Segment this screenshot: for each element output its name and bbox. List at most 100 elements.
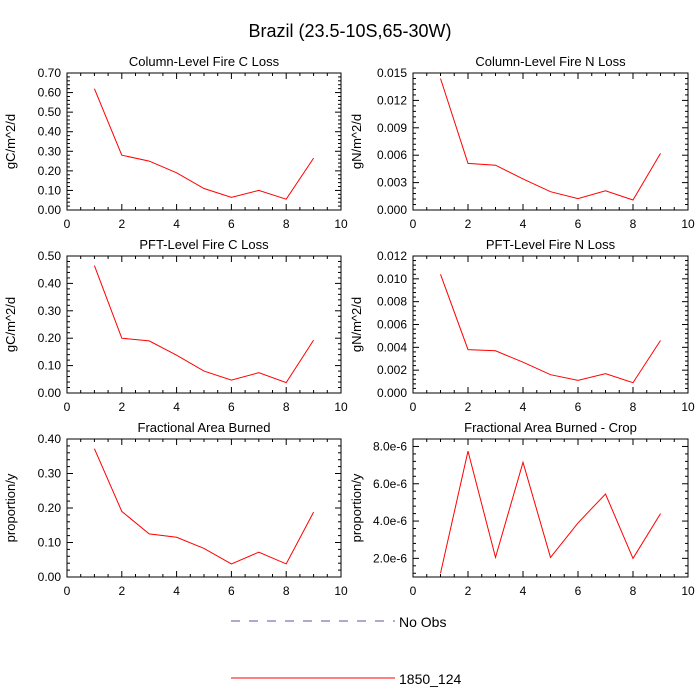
y-tick-label: 0.10 bbox=[38, 183, 62, 197]
panel-title: Column-Level Fire C Loss bbox=[129, 54, 280, 69]
x-tick-label: 6 bbox=[575, 584, 582, 598]
chart-panel-2: Column-Level Fire N Loss gN/m^2/d 0 2 4 6 8 10 0… bbox=[349, 54, 695, 231]
y-tick-label: 0.30 bbox=[38, 144, 62, 158]
y-tick-label: 0.20 bbox=[38, 501, 62, 515]
series-line-1850-124 bbox=[93, 448, 315, 565]
x-tick-label: 10 bbox=[334, 400, 348, 414]
x-tick-label: 2 bbox=[118, 584, 125, 598]
x-tick-label: 10 bbox=[681, 584, 695, 598]
y-axis-label: gC/m^2/d bbox=[3, 297, 18, 352]
y-tick-label: 0.015 bbox=[377, 66, 407, 80]
plot-frame bbox=[66, 72, 342, 211]
legend: No Obs 1850_124 bbox=[231, 614, 462, 687]
x-tick-label: 2 bbox=[118, 400, 125, 414]
legend-label-no-obs: No Obs bbox=[399, 614, 446, 630]
x-tick-label: 4 bbox=[520, 400, 527, 414]
chart-panels: Column-Level Fire C Loss gC/m^2/d 0 2 4 6 8 10 0… bbox=[3, 54, 695, 598]
y-axis-label: proportion/y bbox=[349, 473, 364, 542]
x-tick-label: 4 bbox=[173, 584, 180, 598]
y-tick-label: 6.0e-6 bbox=[373, 477, 407, 491]
y-tick-label: 0.20 bbox=[38, 164, 62, 178]
y-tick-label: 0.012 bbox=[377, 93, 407, 107]
x-tick-label: 6 bbox=[575, 400, 582, 414]
x-tick-label: 6 bbox=[575, 217, 582, 231]
y-tick-label: 2.0e-6 bbox=[373, 551, 407, 565]
x-tick-label: 8 bbox=[630, 217, 637, 231]
y-tick-label: 0.004 bbox=[377, 340, 407, 354]
chart-panel-5: Fractional Area Burned proportion/y 0 2 4 6 8 1… bbox=[3, 420, 348, 598]
y-tick-label: 0.000 bbox=[377, 203, 407, 217]
y-axis-label: gC/m^2/d bbox=[3, 114, 18, 169]
y-tick-label: 0.010 bbox=[377, 272, 407, 286]
x-tick-label: 6 bbox=[228, 400, 235, 414]
chart-panel-6: Fractional Area Burned - Crop proportion/… bbox=[349, 420, 695, 598]
series-line-1850-124 bbox=[93, 88, 315, 200]
series-line-1850-124 bbox=[440, 78, 661, 201]
x-tick-label: 10 bbox=[334, 584, 348, 598]
panel-title: PFT-Level Fire C Loss bbox=[139, 237, 269, 252]
y-tick-label: 0.60 bbox=[38, 86, 62, 100]
plot-frame bbox=[412, 255, 689, 394]
chart-panel-1: Column-Level Fire C Loss gC/m^2/d 0 2 4 6 8 10 0… bbox=[3, 54, 348, 231]
x-tick-label: 2 bbox=[465, 217, 472, 231]
chart-panel-3: PFT-Level Fire C Loss gC/m^2/d 0 2 4 6 8 10 0.00… bbox=[3, 237, 348, 414]
y-tick-label: 0.20 bbox=[38, 331, 62, 345]
y-tick-label: 0.003 bbox=[377, 176, 407, 190]
y-tick-label: 0.40 bbox=[38, 432, 62, 446]
panel-title: PFT-Level Fire N Loss bbox=[486, 237, 616, 252]
x-tick-label: 10 bbox=[681, 400, 695, 414]
y-tick-label: 0.009 bbox=[377, 121, 407, 135]
y-tick-label: 0.10 bbox=[38, 536, 62, 550]
series-line-1850-124 bbox=[440, 274, 661, 384]
y-axis-label: proportion/y bbox=[3, 473, 18, 542]
plot-frame bbox=[66, 438, 342, 578]
x-tick-label: 2 bbox=[118, 217, 125, 231]
y-tick-label: 0.00 bbox=[38, 203, 62, 217]
x-tick-label: 2 bbox=[465, 584, 472, 598]
y-tick-label: 0.006 bbox=[377, 148, 407, 162]
x-tick-label: 10 bbox=[681, 217, 695, 231]
x-tick-label: 8 bbox=[283, 217, 290, 231]
series-line-1850-124 bbox=[440, 450, 661, 574]
x-tick-label: 8 bbox=[630, 584, 637, 598]
y-tick-label: 0.000 bbox=[377, 386, 407, 400]
x-tick-label: 0 bbox=[410, 217, 417, 231]
y-tick-label: 0.00 bbox=[38, 386, 62, 400]
x-tick-label: 8 bbox=[283, 584, 290, 598]
x-tick-label: 4 bbox=[173, 400, 180, 414]
panel-title: Fractional Area Burned - Crop bbox=[464, 420, 637, 435]
y-tick-label: 8.0e-6 bbox=[373, 439, 407, 453]
y-axis-label: gN/m^2/d bbox=[349, 114, 364, 169]
chart-panel-4: PFT-Level Fire N Loss gN/m^2/d 0 2 4 6 8 10 0.00… bbox=[349, 237, 695, 414]
y-tick-label: 4.0e-6 bbox=[373, 514, 407, 528]
y-tick-label: 0.002 bbox=[377, 363, 407, 377]
x-tick-label: 6 bbox=[228, 584, 235, 598]
x-tick-label: 0 bbox=[410, 584, 417, 598]
y-tick-label: 0.008 bbox=[377, 295, 407, 309]
y-tick-label: 0.00 bbox=[38, 570, 62, 584]
panel-title: Fractional Area Burned bbox=[138, 420, 271, 435]
x-tick-label: 4 bbox=[173, 217, 180, 231]
y-tick-label: 0.40 bbox=[38, 125, 62, 139]
panel-title: Column-Level Fire N Loss bbox=[475, 54, 626, 69]
x-tick-label: 10 bbox=[334, 217, 348, 231]
x-tick-label: 0 bbox=[410, 400, 417, 414]
x-tick-label: 6 bbox=[228, 217, 235, 231]
x-tick-label: 0 bbox=[64, 400, 71, 414]
y-tick-label: 0.30 bbox=[38, 304, 62, 318]
y-tick-label: 0.40 bbox=[38, 276, 62, 290]
series-line-1850-124 bbox=[93, 265, 315, 384]
y-tick-label: 0.70 bbox=[38, 66, 62, 80]
x-tick-label: 0 bbox=[64, 584, 71, 598]
y-tick-label: 0.012 bbox=[377, 249, 407, 263]
plot-frame bbox=[66, 255, 342, 394]
y-tick-label: 0.50 bbox=[38, 105, 62, 119]
y-axis-label: gN/m^2/d bbox=[349, 297, 364, 352]
y-tick-label: 0.30 bbox=[38, 467, 62, 481]
x-tick-label: 0 bbox=[64, 217, 71, 231]
y-tick-label: 0.006 bbox=[377, 318, 407, 332]
legend-label-1850-124: 1850_124 bbox=[399, 671, 462, 687]
x-tick-label: 8 bbox=[630, 400, 637, 414]
x-tick-label: 4 bbox=[520, 584, 527, 598]
